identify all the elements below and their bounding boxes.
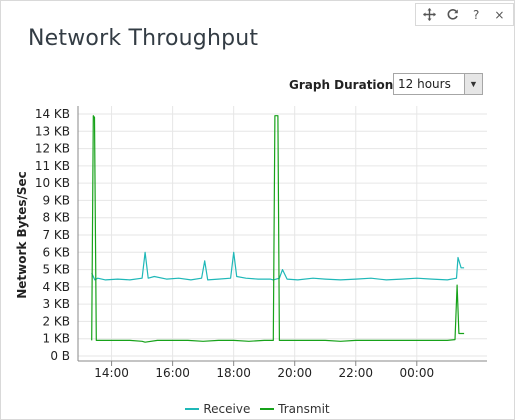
y-tick-label: 11 KB xyxy=(35,159,70,173)
y-tick-label: 5 KB xyxy=(42,263,70,277)
y-tick-label: 6 KB xyxy=(42,245,70,259)
y-tick-label: 0 B xyxy=(50,349,70,363)
y-tick-label: 7 KB xyxy=(42,228,70,242)
y-tick-label: 3 KB xyxy=(42,297,70,311)
refresh-icon[interactable] xyxy=(444,6,462,24)
legend-label-receive: Receive xyxy=(203,402,251,416)
move-arrows-icon[interactable] xyxy=(421,6,439,24)
y-tick-label: 4 KB xyxy=(42,280,70,294)
chart-legend: Receive Transmit xyxy=(0,399,515,416)
y-tick-label: 12 KB xyxy=(35,142,70,156)
legend-item-receive[interactable]: Receive xyxy=(185,402,250,416)
transmit-swatch xyxy=(260,408,275,410)
x-tick-label: 18:00 xyxy=(216,366,251,380)
help-icon[interactable]: ? xyxy=(472,7,480,22)
widget-toolbar: ? × xyxy=(415,3,514,26)
graph-duration-label: Graph Duration: xyxy=(289,78,399,92)
y-axis-label: Network Bytes/Sec xyxy=(15,171,29,299)
x-tick-label: 16:00 xyxy=(155,366,190,380)
graph-duration-select[interactable]: 12 hours ▼ xyxy=(393,73,483,95)
widget-title: Network Throughput xyxy=(28,26,259,51)
receive-swatch xyxy=(185,408,200,410)
x-tick-label: 00:00 xyxy=(400,366,435,380)
y-tick-label: 1 KB xyxy=(42,332,70,346)
y-tick-label: 8 KB xyxy=(42,211,70,225)
graph-duration-value: 12 hours xyxy=(398,77,451,91)
y-tick-label: 13 KB xyxy=(35,124,70,138)
series-line-receive xyxy=(91,251,465,281)
y-tick-label: 9 KB xyxy=(42,193,70,207)
y-tick-label: 2 KB xyxy=(42,314,70,328)
y-tick-label: 10 KB xyxy=(35,176,70,190)
x-tick-label: 22:00 xyxy=(338,366,373,380)
x-tick-label: 14:00 xyxy=(94,366,129,380)
close-icon[interactable]: × xyxy=(494,7,505,22)
chevron-down-icon[interactable]: ▼ xyxy=(464,74,482,94)
x-tick-label: 20:00 xyxy=(277,366,312,380)
series-line-transmit xyxy=(91,115,465,343)
legend-label-transmit: Transmit xyxy=(278,402,330,416)
y-tick-label: 14 KB xyxy=(35,107,70,121)
legend-item-transmit[interactable]: Transmit xyxy=(260,402,330,416)
